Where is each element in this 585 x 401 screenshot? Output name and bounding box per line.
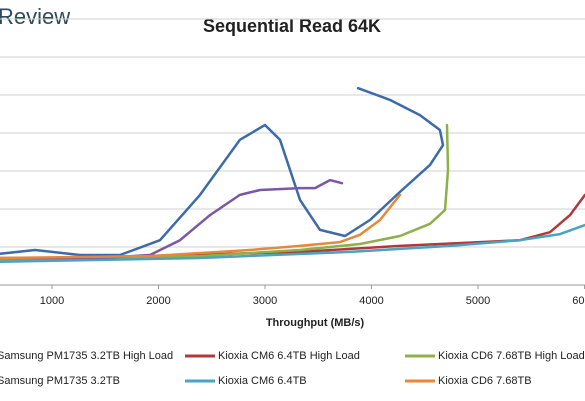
x-tick-label: 2000 bbox=[146, 295, 170, 307]
legend-label: Kioxia CM6 6.4TB bbox=[218, 375, 307, 387]
series-line bbox=[0, 123, 450, 262]
legend-label: Samsung PM1735 3.2TB High Load bbox=[0, 350, 173, 362]
x-axis-title: Throughput (MB/s) bbox=[266, 317, 365, 329]
legend-label: Kioxia CD6 7.68TB bbox=[438, 375, 532, 387]
legend-label: Kioxia CD6 7.68TB High Load bbox=[438, 350, 585, 362]
brand: Review bbox=[0, 4, 70, 29]
x-tick-label: 3000 bbox=[253, 295, 277, 307]
x-tick-label: 4000 bbox=[359, 295, 383, 307]
x-tick-label: 1000 bbox=[40, 295, 64, 307]
legend-label: Kioxia CM6 6.4TB High Load bbox=[218, 350, 360, 362]
chart-title: Sequential Read 64K bbox=[203, 16, 381, 36]
x-tick-label: 5000 bbox=[466, 295, 490, 307]
series-line bbox=[0, 223, 585, 264]
series-line bbox=[0, 86, 445, 257]
x-tick-label: 6000 bbox=[572, 295, 585, 307]
legend-label: Samsung PM1735 3.2TB bbox=[0, 375, 120, 387]
series-line bbox=[0, 193, 402, 260]
